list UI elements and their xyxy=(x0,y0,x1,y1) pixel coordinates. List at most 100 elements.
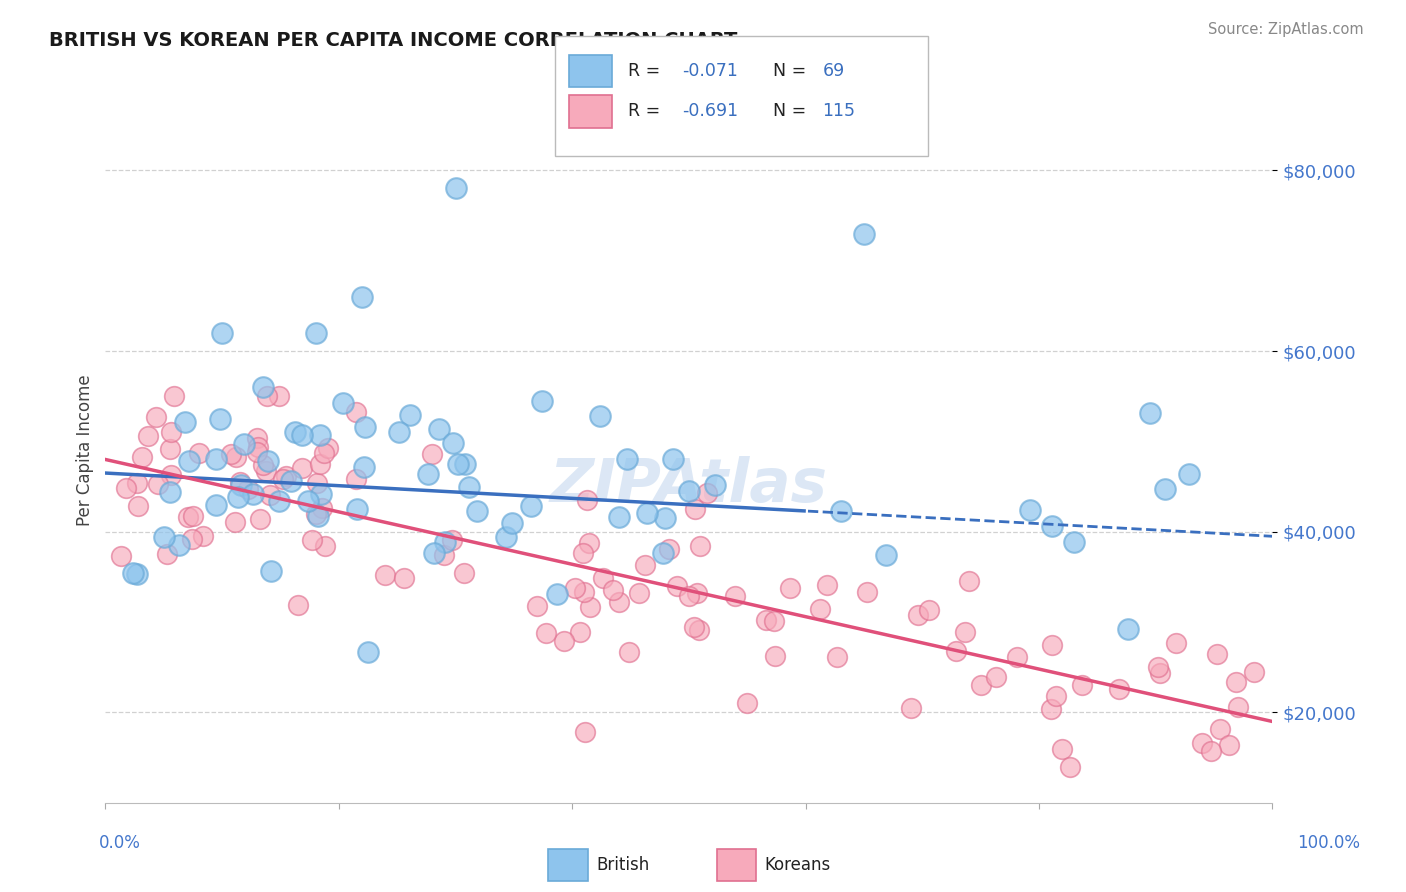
Point xyxy=(374,568,396,582)
Point xyxy=(1201,744,1223,758)
Point xyxy=(875,549,897,563)
Point xyxy=(678,589,700,603)
Point xyxy=(579,600,602,615)
Text: -0.691: -0.691 xyxy=(682,103,738,120)
Point xyxy=(918,603,941,617)
Point xyxy=(984,670,1007,684)
Point xyxy=(252,458,274,472)
Point xyxy=(453,566,475,580)
Point xyxy=(953,624,976,639)
Point xyxy=(495,530,517,544)
Point xyxy=(592,571,614,585)
Point xyxy=(1108,682,1130,697)
Point xyxy=(970,678,993,692)
Point xyxy=(284,425,307,439)
Text: N =: N = xyxy=(762,103,811,120)
Point xyxy=(754,613,776,627)
Point xyxy=(344,472,367,486)
Point xyxy=(225,450,247,465)
Point xyxy=(654,510,676,524)
Point xyxy=(249,512,271,526)
Point xyxy=(1153,482,1175,496)
Point xyxy=(1005,650,1028,665)
Point xyxy=(204,451,226,466)
Point xyxy=(1045,689,1067,703)
Point xyxy=(353,460,375,475)
Point xyxy=(467,504,489,518)
Point xyxy=(703,478,725,492)
Point xyxy=(131,450,153,465)
Point xyxy=(602,582,624,597)
Text: BRITISH VS KOREAN PER CAPITA INCOME CORRELATION CHART: BRITISH VS KOREAN PER CAPITA INCOME CORR… xyxy=(49,31,738,50)
Point xyxy=(574,724,596,739)
Point xyxy=(356,644,378,658)
Point xyxy=(688,623,710,637)
Point xyxy=(569,625,592,640)
Point xyxy=(115,482,138,496)
Point xyxy=(307,509,329,524)
Point xyxy=(434,535,457,549)
Point xyxy=(665,579,688,593)
Point xyxy=(900,701,922,715)
Point xyxy=(588,409,610,423)
Point xyxy=(1139,406,1161,420)
Point xyxy=(159,468,181,483)
Point xyxy=(1059,759,1081,773)
Point xyxy=(422,447,444,461)
Point xyxy=(454,457,477,471)
Point xyxy=(444,181,467,195)
Point xyxy=(501,516,523,531)
Point xyxy=(763,649,786,664)
Point xyxy=(1040,701,1063,715)
Point xyxy=(686,586,709,600)
Point xyxy=(232,437,254,451)
Point xyxy=(447,457,470,471)
Point xyxy=(256,389,278,403)
Point xyxy=(269,494,291,508)
Text: 115: 115 xyxy=(823,103,855,120)
Point xyxy=(159,425,181,440)
Text: R =: R = xyxy=(628,62,666,80)
Point xyxy=(301,533,323,547)
Point xyxy=(205,499,228,513)
Point xyxy=(167,538,190,552)
Point xyxy=(1147,660,1170,674)
Point xyxy=(1071,678,1094,692)
Point xyxy=(1149,666,1171,681)
Point xyxy=(297,493,319,508)
Point xyxy=(260,564,283,578)
Point xyxy=(246,431,269,445)
Point xyxy=(352,290,374,304)
Point xyxy=(441,436,464,450)
Point xyxy=(683,501,706,516)
Point xyxy=(907,608,929,623)
Point xyxy=(827,650,849,665)
Point xyxy=(808,602,831,616)
Point xyxy=(852,227,875,241)
Point xyxy=(724,589,747,603)
Point xyxy=(763,615,786,629)
Text: 69: 69 xyxy=(823,62,845,80)
Point xyxy=(388,425,411,439)
Point xyxy=(110,549,132,563)
Point xyxy=(177,454,200,468)
Point xyxy=(332,395,354,409)
Point xyxy=(236,482,259,496)
Point xyxy=(1019,502,1042,516)
Point xyxy=(945,644,967,658)
Point xyxy=(1166,636,1188,650)
Y-axis label: Per Capita Income: Per Capita Income xyxy=(76,375,94,526)
Point xyxy=(148,476,170,491)
Point xyxy=(1052,741,1074,756)
Point xyxy=(633,558,655,572)
Point xyxy=(274,469,297,483)
Point xyxy=(1063,534,1085,549)
Text: Source: ZipAtlas.com: Source: ZipAtlas.com xyxy=(1208,22,1364,37)
Point xyxy=(314,539,336,553)
Point xyxy=(246,444,269,458)
Point xyxy=(224,516,246,530)
Point xyxy=(287,598,309,612)
Point xyxy=(159,485,181,500)
Point xyxy=(534,626,557,640)
Text: R =: R = xyxy=(628,103,666,120)
